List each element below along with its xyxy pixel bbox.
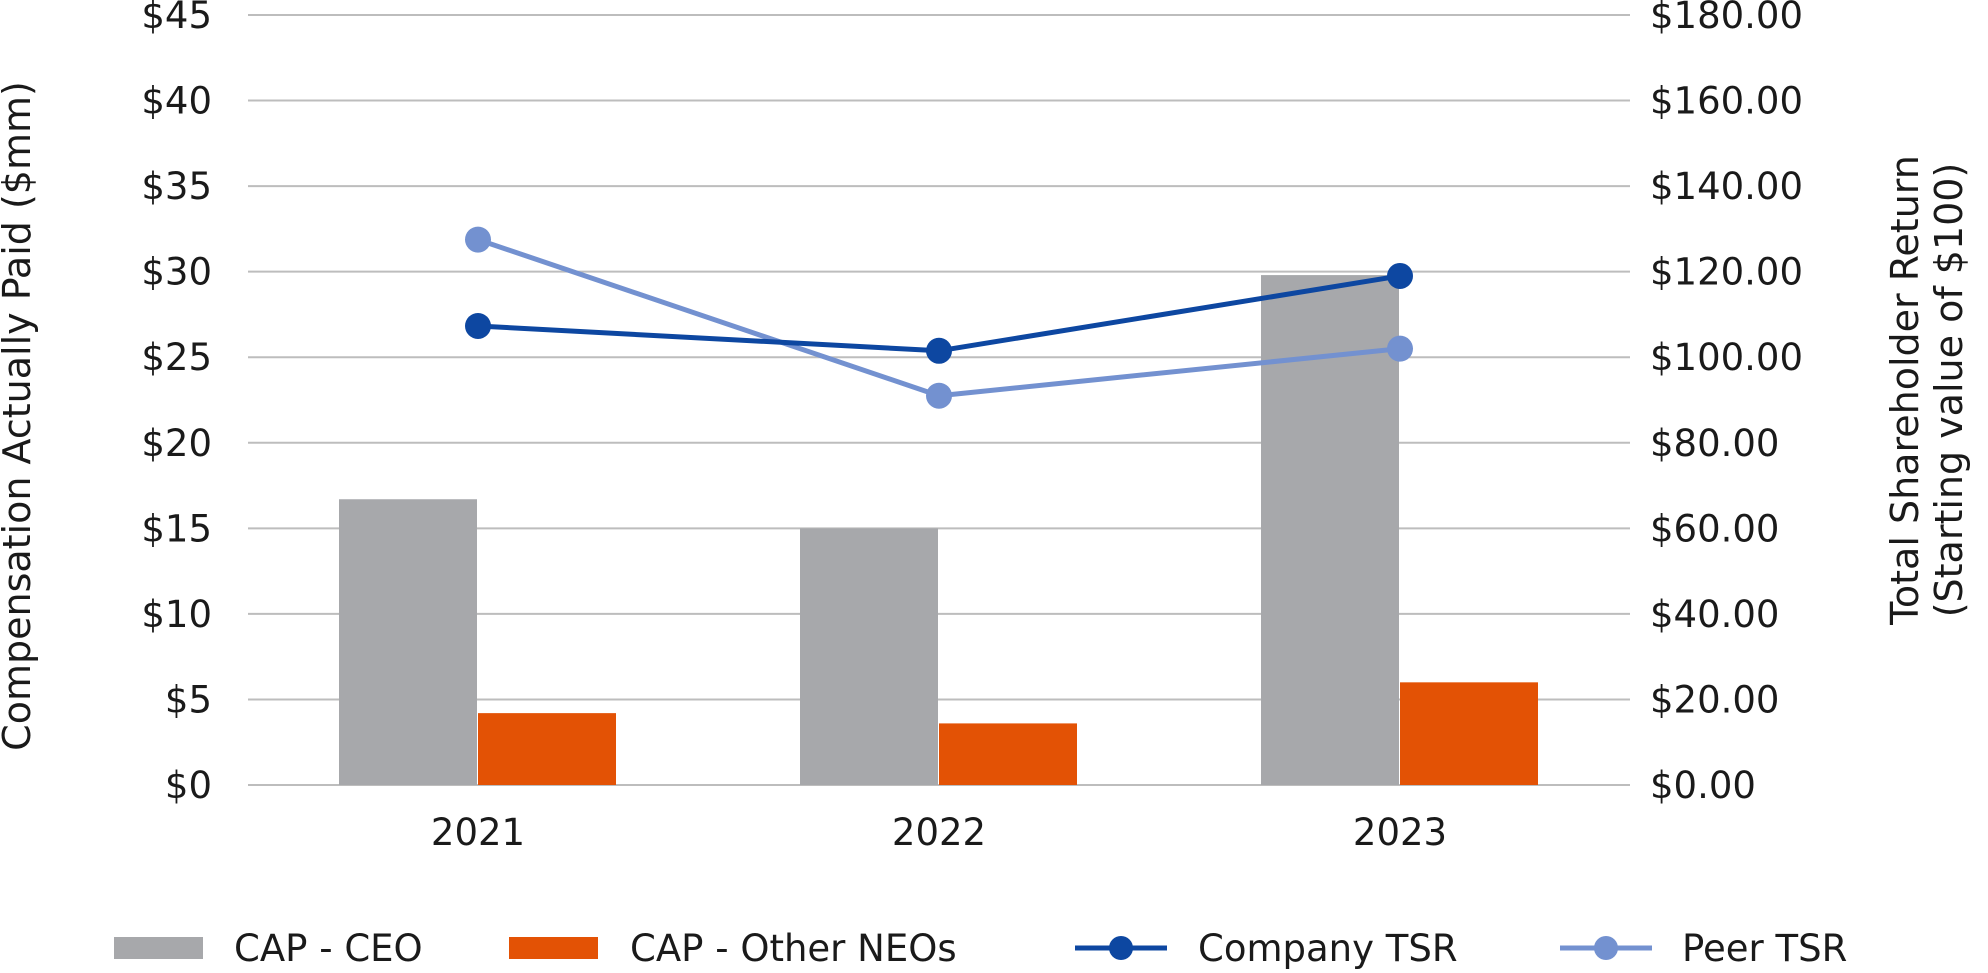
x-tick-label: 2023 <box>1353 811 1447 854</box>
peer-tsr-point <box>465 226 491 253</box>
left-tick-label: $15 <box>141 507 212 550</box>
left-tick-label: $25 <box>141 336 212 379</box>
bar-cap-other-neos <box>478 713 616 785</box>
x-tick-label: 2022 <box>892 811 986 854</box>
right-tick-label: $60.00 <box>1650 507 1779 550</box>
right-tick-label: $40.00 <box>1650 593 1779 636</box>
right-axis-title-line-1: Total Shareholder Return <box>1883 155 1927 626</box>
left-tick-label: $35 <box>141 165 212 208</box>
right-axis-title: Total Shareholder Return (Starting value… <box>1883 155 1971 626</box>
right-tick-label: $120.00 <box>1650 251 1803 294</box>
company-tsr-point <box>465 312 491 339</box>
bar-cap-ceo <box>339 499 477 785</box>
right-tick-label: $80.00 <box>1650 422 1779 465</box>
left-axis-title: Compensation Actually Paid ($mm) <box>0 81 39 751</box>
left-tick-label: $45 <box>141 0 212 37</box>
peer-tsr-point <box>1387 335 1413 362</box>
legend-swatch-marker-company-tsr <box>1109 936 1133 960</box>
bar-cap-other-neos <box>939 723 1077 785</box>
right-axis-ticks: $0.00 $20.00 $40.00 $60.00 $80.00 $100.00 $120… <box>1650 0 1803 807</box>
left-tick-label: $40 <box>141 80 212 123</box>
legend-swatch-cap-ceo <box>114 937 203 959</box>
x-axis-ticks: 2021 2022 2023 <box>431 811 1447 854</box>
left-tick-label: $10 <box>141 593 212 636</box>
right-tick-label: $20.00 <box>1650 678 1779 721</box>
peer-tsr-point <box>926 382 952 409</box>
right-tick-label: $100.00 <box>1650 336 1803 379</box>
legend-label-company-tsr: Company TSR <box>1198 927 1458 970</box>
company-tsr-point <box>926 337 952 364</box>
right-tick-label: $180.00 <box>1650 0 1803 37</box>
right-tick-label: $160.00 <box>1650 80 1803 123</box>
left-tick-label: $5 <box>165 678 212 721</box>
legend-swatch-marker-peer-tsr <box>1594 936 1618 960</box>
right-tick-label: $140.00 <box>1650 165 1803 208</box>
right-tick-label: $0.00 <box>1650 764 1756 807</box>
x-tick-label: 2021 <box>431 811 525 854</box>
company-tsr-point <box>1387 262 1413 289</box>
bar-cap-ceo <box>800 528 938 785</box>
right-axis-title-line-2: (Starting value of $100) <box>1927 163 1971 618</box>
left-tick-label: $30 <box>141 251 212 294</box>
tsr-lines <box>465 226 1413 409</box>
left-tick-label: $20 <box>141 422 212 465</box>
bar-cap-other-neos <box>1400 682 1538 785</box>
legend: CAP - CEO CAP - Other NEOs Company TSR Peer… <box>114 927 1847 970</box>
legend-swatch-cap-other-neos <box>509 937 598 959</box>
bars <box>339 275 1538 785</box>
left-axis-ticks: $0 $5 $10 $15 $20 $25 $30 $35 $40 $45 <box>141 0 212 807</box>
legend-label-cap-other-neos: CAP - Other NEOs <box>630 927 957 970</box>
left-tick-label: $0 <box>165 764 212 807</box>
legend-label-cap-ceo: CAP - CEO <box>234 927 423 970</box>
legend-label-peer-tsr: Peer TSR <box>1682 927 1847 970</box>
